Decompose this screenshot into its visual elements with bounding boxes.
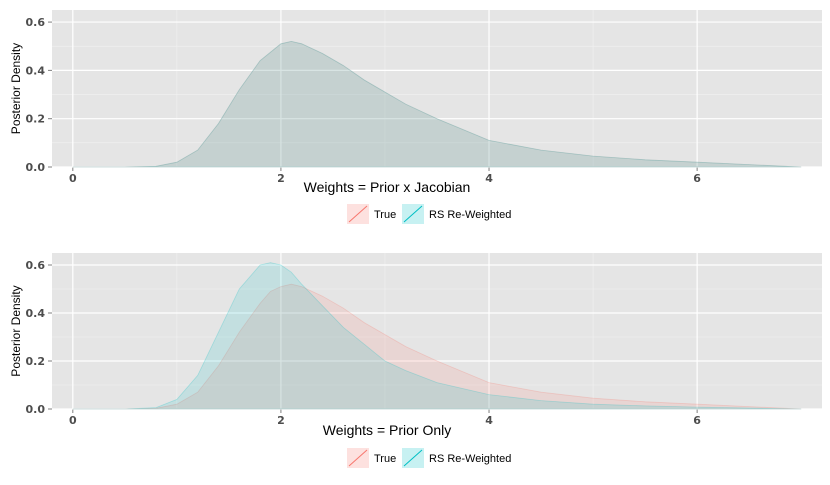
legend: True RS Re-Weighted: [347, 204, 511, 224]
legend: True RS Re-Weighted: [347, 448, 511, 468]
x-tick-label: 4: [485, 414, 493, 427]
y-tick-label: 0.4: [26, 64, 46, 77]
legend-key-line: [348, 205, 368, 223]
y-axis-title: Posterior Density: [9, 43, 23, 134]
x-tick-label: 0: [69, 414, 77, 427]
x-tick-label: 6: [693, 172, 701, 185]
y-tick-label: 0.0: [26, 161, 46, 174]
x-tick-label: 2: [277, 172, 285, 185]
density-area-true: [72, 283, 802, 410]
legend-label: RS Re-Weighted: [429, 453, 511, 465]
density-area-rs-reweighted: [72, 40, 802, 168]
legend-item: RS Re-Weighted: [402, 448, 511, 468]
legend-label: True: [374, 209, 396, 221]
x-tick-label: 4: [485, 172, 493, 185]
x-tick-label: 0: [69, 172, 77, 185]
density-area-rs-reweighted: [72, 262, 802, 410]
legend-label: RS Re-Weighted: [429, 209, 511, 221]
panel-1: 0 2 4 6 0.0 0.2 0.4 0.6 Weights = Prior x Jacobi…: [9, 10, 822, 224]
density-area-true: [72, 40, 802, 168]
x-tick-label: 2: [277, 414, 285, 427]
legend-key-line: [403, 205, 423, 223]
y-tick-label: 0.0: [26, 403, 46, 416]
y-tick-label: 0.2: [26, 355, 46, 368]
legend-item: True: [347, 204, 396, 224]
y-tick-label: 0.6: [26, 259, 46, 272]
plot-background: [52, 253, 822, 409]
legend-item: True: [347, 448, 396, 468]
panel-2: 0 2 4 6 0.0 0.2 0.4 0.6 Weights = Prior Only Post…: [9, 253, 822, 468]
x-axis-title: Weights = Prior Only: [323, 422, 452, 438]
legend-key-line: [403, 449, 423, 467]
legend-key-line: [348, 449, 368, 467]
y-tick-label: 0.2: [26, 113, 46, 126]
x-axis-title: Weights = Prior x Jacobian: [304, 179, 471, 195]
y-tick-label: 0.4: [26, 307, 46, 320]
y-tick-label: 0.6: [26, 16, 46, 29]
x-tick-label: 6: [693, 414, 701, 427]
y-axis-title: Posterior Density: [9, 285, 23, 376]
plot-background: [52, 10, 822, 167]
legend-label: True: [374, 453, 396, 465]
legend-item: RS Re-Weighted: [402, 204, 511, 224]
